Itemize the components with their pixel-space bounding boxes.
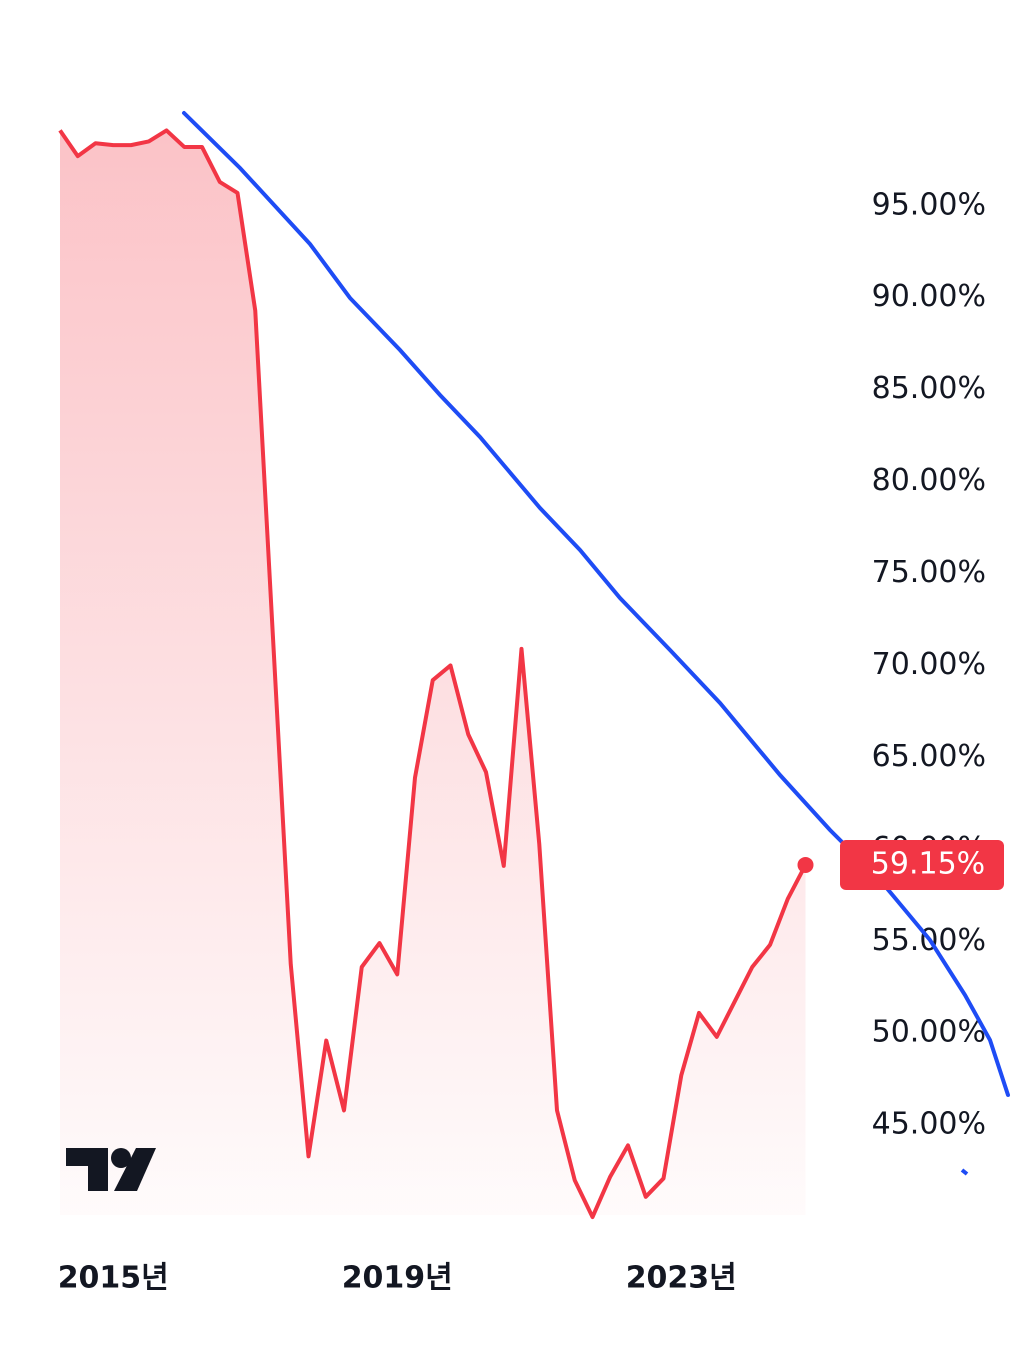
y-tick-label: 50.00% [872, 1015, 986, 1050]
x-tick-label: 2023년 [626, 1261, 737, 1296]
y-tick-label: 85.00% [872, 371, 986, 406]
line [58, 128, 808, 1220]
price-tag-label: 59.15% [871, 846, 985, 881]
price-tag [840, 839, 1004, 890]
drawn-mark [960, 1168, 969, 1176]
last-point [797, 856, 814, 873]
x-tick-label: 2019년 [342, 1261, 453, 1296]
y-tick-label: 45.00% [872, 1107, 986, 1142]
plot [58, 128, 814, 1220]
y-tick-label: 75.00% [872, 555, 986, 590]
drawn-trend-line [182, 111, 1010, 1097]
x-tick-label: 2015년 [58, 1261, 169, 1296]
y-tick-label: 95.00% [872, 187, 986, 222]
logo [66, 1148, 156, 1191]
y-tick-label: 65.00% [872, 739, 986, 774]
y-tick-label: 90.00% [872, 279, 986, 314]
y-tick-label: 80.00% [872, 463, 986, 498]
y-tick-label: 70.00% [872, 647, 986, 682]
area-fill [60, 130, 806, 1218]
